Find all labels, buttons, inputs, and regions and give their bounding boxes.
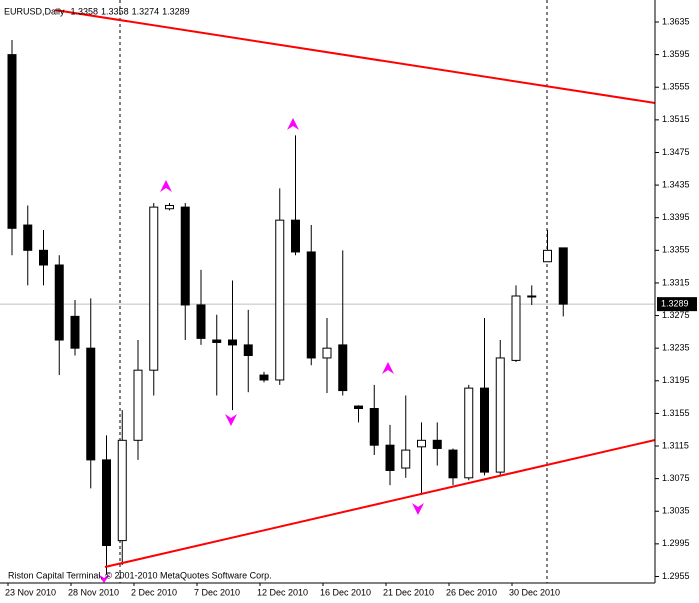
y-tick-label: 1.3555 xyxy=(662,82,690,92)
candle-body xyxy=(39,249,48,266)
x-tick-label: 26 Dec 2010 xyxy=(446,587,497,597)
candle-body xyxy=(385,444,395,471)
candle-body xyxy=(401,449,411,469)
candle-body xyxy=(338,344,348,392)
y-tick-label: 1.3115 xyxy=(662,440,689,450)
candle-body xyxy=(527,295,537,298)
chart-title: EURUSD,Daily xyxy=(4,6,65,16)
x-tick-label: 30 Dec 2010 xyxy=(509,587,560,597)
y-tick-label: 1.3275 xyxy=(662,310,690,320)
y-tick-label: 1.3235 xyxy=(662,343,690,353)
header-value: 1.3274 xyxy=(132,6,160,16)
candle-body xyxy=(149,206,159,371)
header-value: 1.3358 xyxy=(101,6,129,16)
fractal-down xyxy=(225,414,237,426)
candle-body xyxy=(480,387,489,473)
candle-body xyxy=(417,439,426,448)
x-tick-label: 7 Dec 2010 xyxy=(194,587,240,597)
candle-body xyxy=(448,449,458,479)
y-tick-label: 1.3435 xyxy=(662,179,690,189)
candle-body xyxy=(196,304,206,339)
fractal-down xyxy=(412,503,424,515)
candle-body xyxy=(180,206,190,306)
candle-body xyxy=(495,357,505,473)
header-value: 1.3289 xyxy=(162,6,190,16)
fractal-up xyxy=(382,362,394,374)
candle-body xyxy=(259,374,269,381)
y-tick-label: 1.3635 xyxy=(662,16,690,26)
plot-area xyxy=(0,39,655,575)
candle-body xyxy=(165,204,174,210)
y-tick-label: 1.2995 xyxy=(662,538,690,548)
candle-body xyxy=(102,459,111,546)
candle-body xyxy=(133,369,143,441)
y-tick-label: 1.3355 xyxy=(662,245,690,255)
x-tick-label: 16 Dec 2010 xyxy=(320,587,371,597)
fractal-up xyxy=(287,118,299,130)
header-value: 1.3358 xyxy=(71,6,99,16)
candle-body xyxy=(243,344,253,357)
last-price-box xyxy=(657,297,697,312)
fractal-down xyxy=(98,574,110,583)
y-tick-label: 1.3595 xyxy=(662,49,690,59)
candle-body xyxy=(322,347,332,359)
y-tick-label: 1.3195 xyxy=(662,375,690,385)
candle-body xyxy=(212,339,222,343)
candle-body xyxy=(291,219,300,253)
fractal-up xyxy=(160,180,172,192)
y-tick-label: 1.3035 xyxy=(662,506,690,516)
y-tick-label: 1.3475 xyxy=(662,147,690,157)
candle-body xyxy=(306,251,316,359)
y-tick-label: 1.3155 xyxy=(662,408,690,418)
candle-body xyxy=(543,249,552,263)
y-tick-label: 1.3515 xyxy=(662,114,690,124)
y-tick-label: 1.2955 xyxy=(662,571,690,581)
candle-body xyxy=(228,339,237,346)
y-tick-label: 1.3075 xyxy=(662,473,690,483)
candle-body xyxy=(117,439,127,542)
candle-body xyxy=(54,264,64,341)
footer: Riston Capital Terminal, © 2001-2010 Met… xyxy=(8,570,272,580)
candle-body xyxy=(275,219,285,381)
candle-body xyxy=(86,347,96,461)
candle-body xyxy=(7,54,17,229)
candle-body xyxy=(70,315,80,349)
x-tick-label: 21 Dec 2010 xyxy=(383,587,434,597)
candle-body xyxy=(354,405,363,410)
candle-body xyxy=(558,247,568,305)
fractals xyxy=(98,118,424,583)
trendline xyxy=(54,9,656,104)
x-tick-label: 12 Dec 2010 xyxy=(257,587,308,597)
y-tick-label: 1.3395 xyxy=(662,212,690,222)
candle-body xyxy=(23,224,33,251)
trendline xyxy=(104,439,656,568)
x-tick-label: 2 Dec 2010 xyxy=(131,587,177,597)
candle-body xyxy=(369,408,379,446)
x-tick-label: 23 Nov 2010 xyxy=(5,587,56,597)
last-price-label: 1.3289 xyxy=(661,299,689,309)
candle-body xyxy=(432,439,442,449)
candle-body xyxy=(511,295,521,361)
x-tick-label: 28 Nov 2010 xyxy=(68,587,119,597)
y-tick-label: 1.3315 xyxy=(662,277,690,287)
candle-body xyxy=(464,387,474,479)
